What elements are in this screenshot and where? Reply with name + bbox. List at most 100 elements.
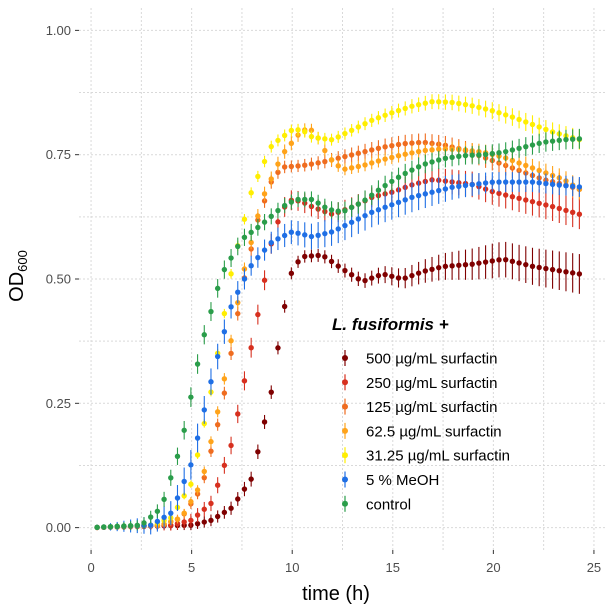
data-point bbox=[208, 517, 214, 524]
data-point bbox=[375, 272, 382, 279]
data-point bbox=[569, 209, 576, 216]
data-point bbox=[281, 303, 288, 310]
data-point bbox=[235, 496, 241, 502]
data-point bbox=[556, 137, 562, 144]
data-point bbox=[496, 257, 502, 263]
data-point bbox=[536, 167, 542, 174]
data-point bbox=[348, 165, 355, 171]
data-point bbox=[523, 119, 529, 125]
data-point bbox=[288, 199, 295, 205]
data-point bbox=[576, 211, 583, 217]
data-point bbox=[181, 478, 187, 485]
data-point bbox=[543, 126, 549, 133]
y-tick-label: 0.25 bbox=[46, 396, 71, 411]
data-point bbox=[214, 353, 221, 360]
data-point bbox=[281, 132, 288, 139]
data-point bbox=[161, 514, 167, 521]
data-point bbox=[489, 179, 495, 185]
data-point bbox=[201, 407, 207, 413]
data-point bbox=[288, 229, 295, 235]
data-point bbox=[402, 197, 408, 203]
y-tick-label: 0.00 bbox=[46, 520, 71, 535]
data-point bbox=[422, 191, 429, 197]
data-point bbox=[576, 136, 583, 142]
data-point bbox=[221, 376, 228, 382]
y-tick-label: 0.50 bbox=[46, 272, 71, 287]
data-point bbox=[422, 268, 429, 274]
data-point bbox=[523, 162, 529, 169]
data-point bbox=[442, 263, 449, 270]
legend-key-point bbox=[342, 403, 348, 410]
y-axis-title: OD600 bbox=[6, 250, 30, 302]
data-point bbox=[456, 183, 462, 190]
data-point bbox=[255, 254, 261, 261]
data-point bbox=[516, 260, 522, 266]
data-point bbox=[315, 232, 321, 238]
data-point bbox=[342, 267, 348, 274]
data-point bbox=[288, 140, 295, 147]
legend-label: 250 µg/mL surfactin bbox=[366, 375, 497, 392]
data-point bbox=[308, 233, 315, 240]
series-5 bbox=[94, 172, 583, 535]
legend-title: L. fusiformis + bbox=[332, 315, 449, 334]
data-point bbox=[221, 462, 228, 469]
data-point bbox=[288, 127, 295, 134]
data-point bbox=[496, 110, 502, 116]
data-point bbox=[429, 159, 435, 165]
data-point bbox=[375, 145, 382, 151]
data-point bbox=[482, 151, 489, 158]
data-point bbox=[201, 468, 207, 475]
data-point bbox=[214, 513, 221, 520]
data-point bbox=[563, 269, 569, 275]
data-point bbox=[281, 202, 288, 209]
data-point bbox=[509, 157, 516, 164]
data-point bbox=[302, 232, 308, 238]
data-point bbox=[502, 179, 509, 185]
data-point bbox=[322, 254, 328, 260]
data-point bbox=[556, 205, 562, 212]
data-point bbox=[241, 276, 248, 282]
data-point bbox=[308, 133, 315, 140]
data-point bbox=[208, 500, 214, 507]
data-point bbox=[496, 190, 502, 197]
data-point bbox=[362, 148, 368, 155]
data-point bbox=[295, 196, 301, 203]
data-point bbox=[375, 207, 382, 213]
data-point bbox=[107, 523, 114, 530]
data-point bbox=[415, 192, 422, 199]
data-point bbox=[369, 117, 375, 124]
data-point bbox=[409, 272, 415, 279]
data-point bbox=[543, 180, 549, 187]
data-point bbox=[342, 166, 348, 172]
data-point bbox=[281, 232, 288, 239]
data-point bbox=[342, 222, 348, 229]
legend-item: 62.5 µg/mL surfactin bbox=[342, 422, 502, 440]
data-point bbox=[529, 263, 536, 269]
data-point bbox=[315, 135, 321, 141]
data-point bbox=[422, 100, 429, 106]
legend-item: 5 % MeOH bbox=[342, 471, 439, 489]
data-point bbox=[375, 115, 382, 121]
data-point bbox=[529, 198, 536, 205]
data-point bbox=[255, 213, 261, 219]
data-point bbox=[509, 114, 516, 120]
data-point bbox=[214, 409, 221, 415]
data-point bbox=[168, 510, 174, 516]
data-point bbox=[181, 510, 187, 516]
legend-key-point bbox=[342, 379, 348, 386]
data-point bbox=[409, 103, 415, 109]
data-point bbox=[382, 144, 388, 150]
data-point bbox=[275, 207, 281, 214]
data-point bbox=[322, 147, 328, 154]
data-point bbox=[255, 224, 261, 231]
data-point bbox=[462, 262, 469, 268]
data-point bbox=[281, 164, 288, 170]
data-point bbox=[255, 173, 261, 180]
data-point bbox=[168, 475, 174, 481]
data-point bbox=[235, 289, 241, 295]
data-point bbox=[228, 505, 234, 511]
data-point bbox=[576, 184, 583, 190]
data-point bbox=[395, 153, 402, 159]
data-point bbox=[335, 163, 341, 169]
